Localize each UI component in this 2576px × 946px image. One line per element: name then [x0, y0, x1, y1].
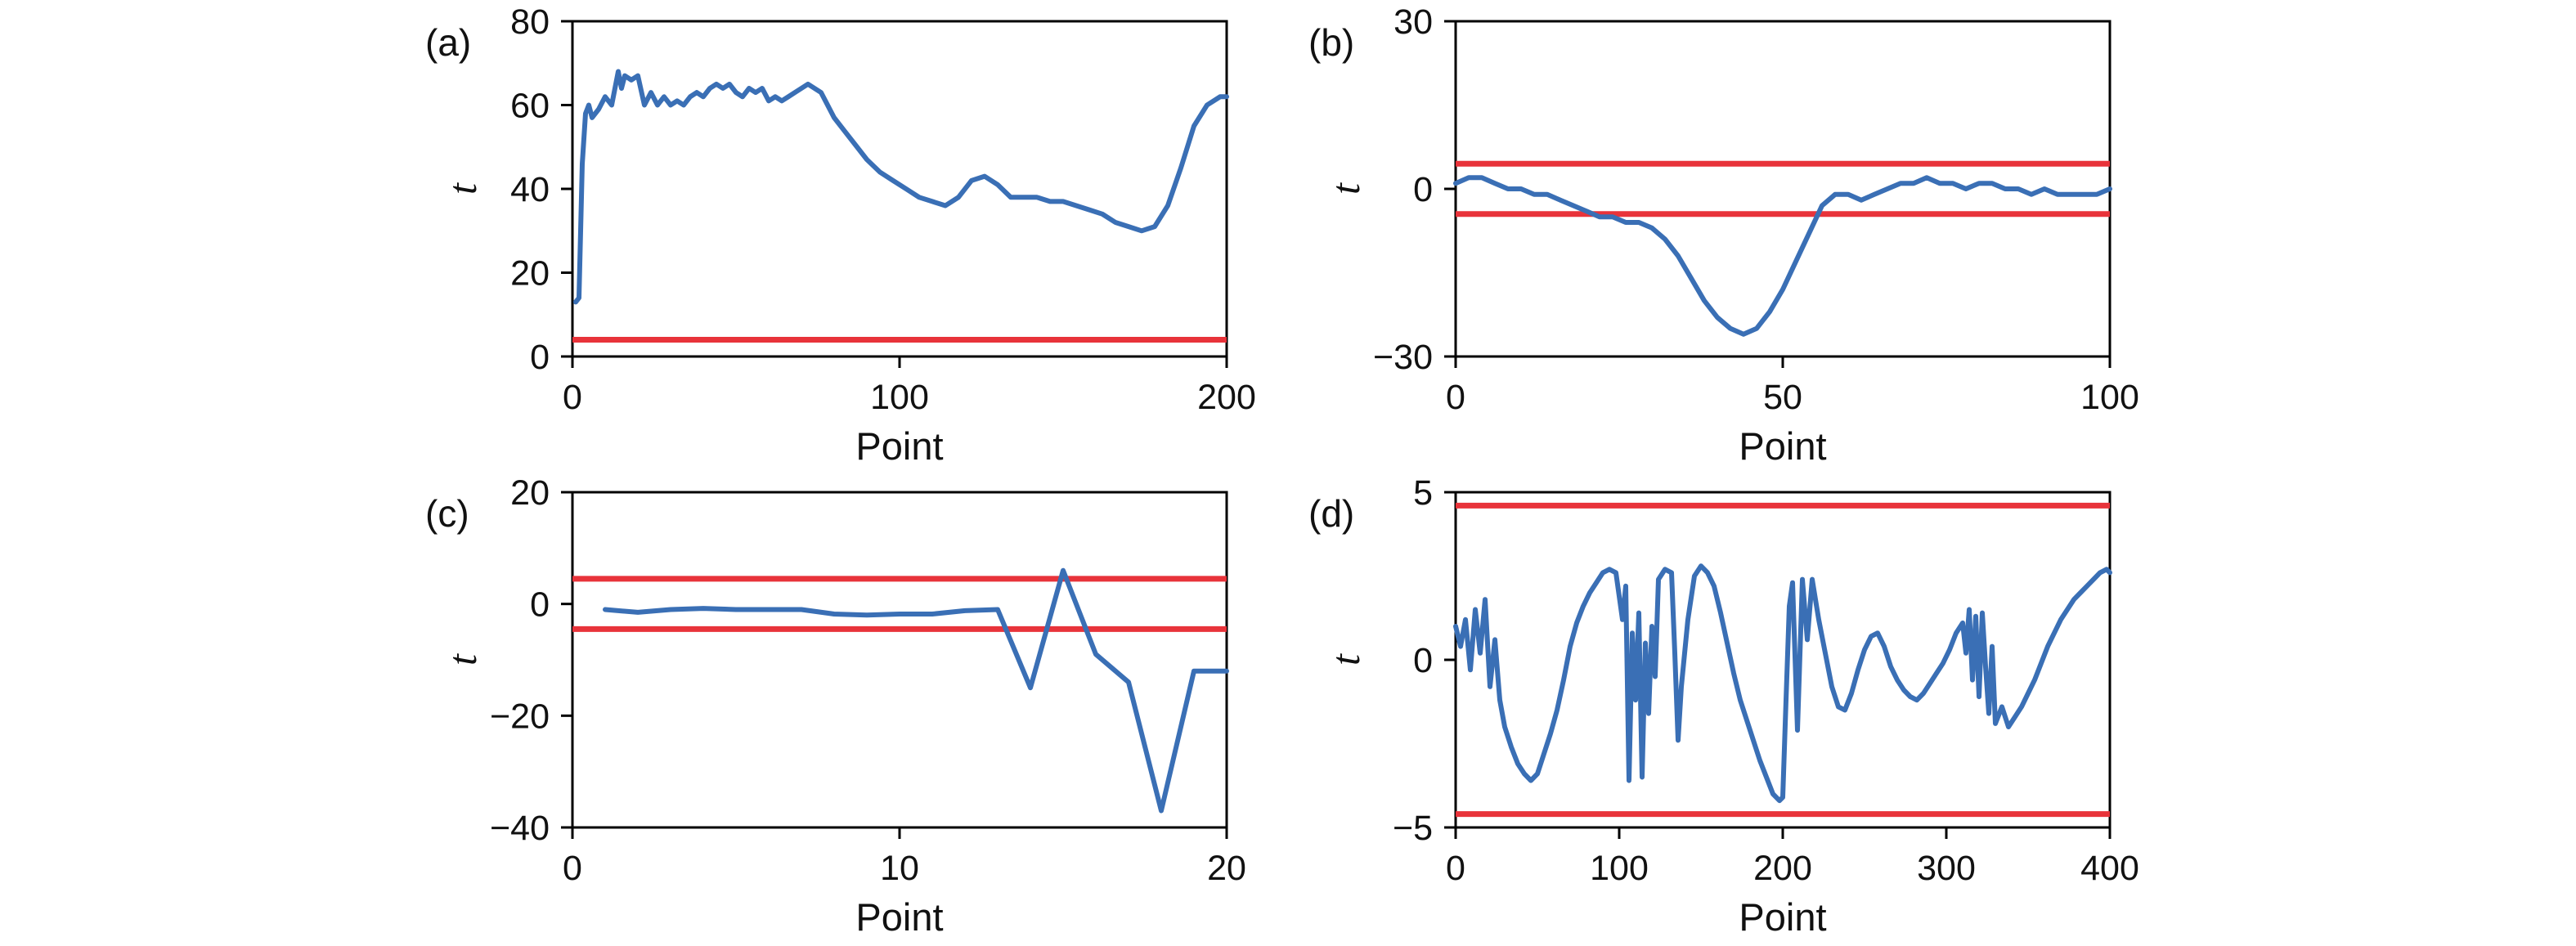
x-tick-label: 100: [2080, 378, 2139, 417]
y-tick-label: 80: [510, 5, 550, 42]
y-tick-label: 0: [1413, 170, 1433, 209]
panel-b: (b) t Point 0 50 100 −30 0 30: [1284, 5, 2151, 475]
y-tick-label: −5: [1393, 809, 1433, 848]
y-axis-label: t: [1322, 653, 1368, 666]
chart-a-plot: (a) t Point 0 100 200 0 20 40 60 80: [425, 5, 1256, 468]
y-axis-label: t: [1322, 182, 1368, 195]
x-tick-label: 0: [563, 849, 582, 888]
x-axis-label: Point: [855, 895, 943, 939]
chart-c-plot: (c) t Point 0 10 20 −40 −20 0 20: [425, 476, 1246, 939]
x-tick-label: 100: [1590, 849, 1649, 888]
plot-frame: [571, 491, 1228, 829]
data-series: [573, 69, 1229, 305]
data-series: [603, 567, 1229, 814]
x-tick-label: 400: [2080, 849, 2139, 888]
y-tick-label: −40: [490, 809, 550, 848]
panel-label: (c): [425, 492, 469, 535]
x-tick-label: 300: [1917, 849, 1976, 888]
panel-d: (d) t Point 0 100 200 300 400 −5 0 5: [1284, 476, 2151, 946]
y-tick-label: 0: [1413, 641, 1433, 680]
chart-b-plot: (b) t Point 0 50 100 −30 0 30: [1308, 5, 2139, 468]
y-tick-label: 20: [510, 476, 550, 513]
y-tick-label: 60: [510, 87, 550, 126]
x-tick-label: 10: [880, 849, 919, 888]
x-axis-label: Point: [1739, 424, 1826, 468]
plot-frame: [571, 20, 1228, 358]
x-tick-label: 0: [1446, 378, 1465, 417]
panel-c: (c) t Point 0 10 20 −40 −20 0 20: [401, 476, 1268, 946]
data-series: [1453, 563, 2112, 804]
y-tick-label: 30: [1393, 5, 1433, 42]
y-tick-label: 20: [510, 254, 550, 294]
y-tick-label: 0: [530, 585, 550, 625]
x-tick-label: 0: [563, 378, 582, 417]
y-axis-label: t: [439, 182, 485, 195]
y-tick-label: −30: [1373, 338, 1433, 377]
y-tick-label: 0: [530, 338, 550, 377]
x-tick-label: 50: [1763, 378, 1802, 417]
x-tick-label: 200: [1197, 378, 1256, 417]
y-tick-label: 40: [510, 170, 550, 209]
y-tick-label: 5: [1413, 476, 1433, 513]
x-tick-label: 20: [1207, 849, 1246, 888]
x-tick-label: 200: [1753, 849, 1812, 888]
panel-a: (a) t Point 0 100 200 0 20 40 60 80: [401, 5, 1268, 475]
x-axis-label: Point: [855, 424, 943, 468]
panel-label: (d): [1308, 492, 1354, 535]
panel-label: (a): [425, 21, 471, 64]
chart-d-plot: (d) t Point 0 100 200 300 400 −5 0 5: [1308, 476, 2139, 939]
x-tick-label: 0: [1446, 849, 1465, 888]
x-tick-label: 100: [870, 378, 929, 417]
panel-label: (b): [1308, 21, 1354, 64]
y-axis-label: t: [439, 653, 485, 666]
data-series: [1453, 175, 2112, 337]
y-tick-label: −20: [490, 697, 550, 736]
x-axis-label: Point: [1739, 895, 1826, 939]
